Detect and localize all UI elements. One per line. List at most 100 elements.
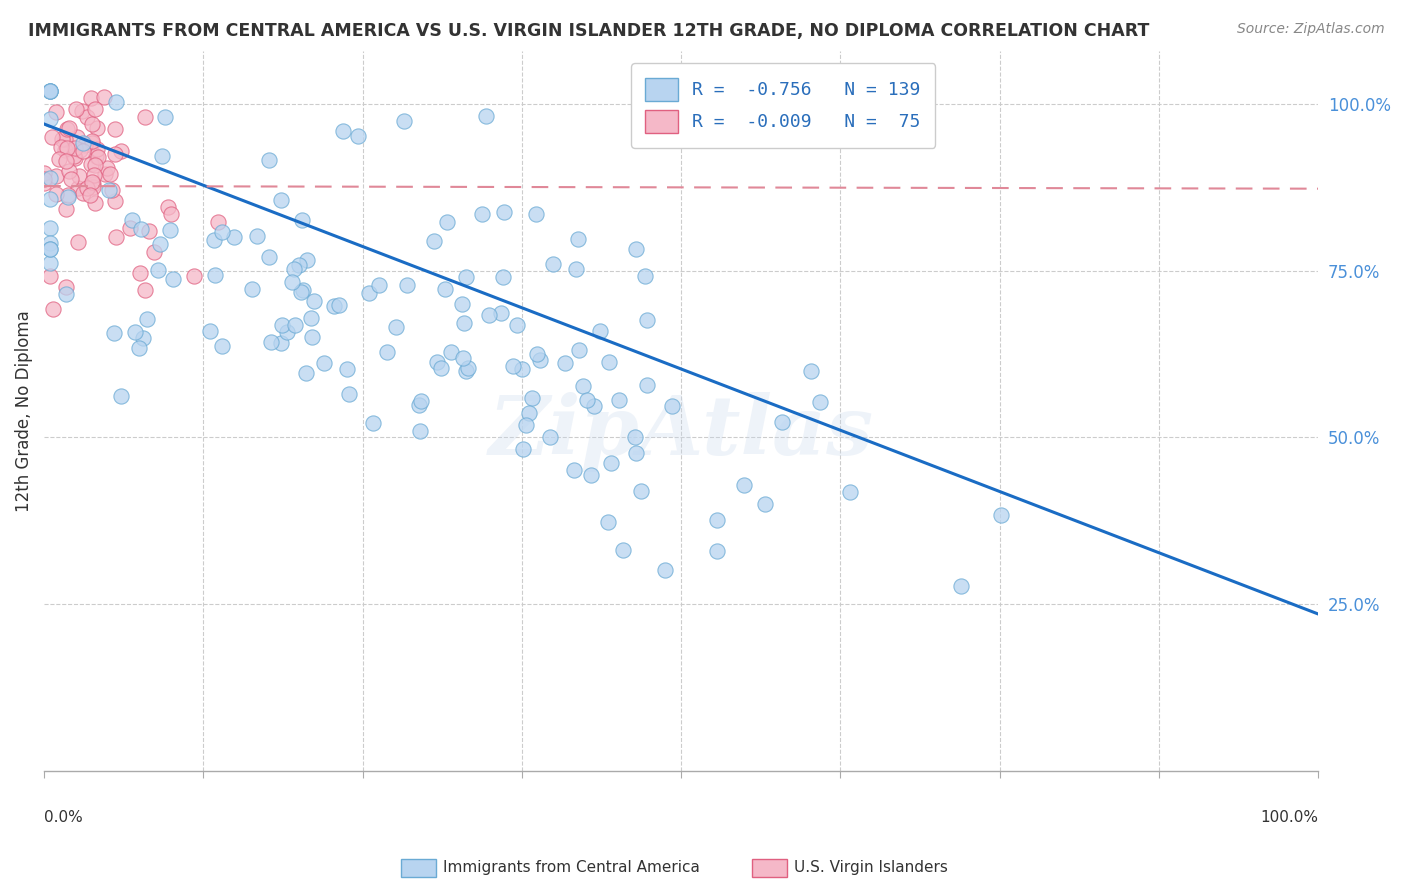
- Point: [72, 136, 94, 150]
- Point: [45, 187, 67, 202]
- Point: [636, 313, 658, 327]
- Point: [39, 170, 62, 185]
- Point: [302, 294, 325, 309]
- Point: [565, 262, 588, 277]
- Point: [138, 224, 160, 238]
- Point: [576, 393, 599, 408]
- Point: [280, 275, 302, 289]
- Point: [211, 339, 233, 353]
- Point: [440, 345, 463, 359]
- Point: [63, 151, 86, 165]
- Point: [589, 324, 612, 338]
- Point: [103, 326, 125, 340]
- Point: [800, 363, 823, 377]
- Point: [494, 205, 516, 219]
- Point: [808, 395, 831, 409]
- Point: [160, 207, 183, 221]
- Point: [86, 149, 108, 163]
- Point: [492, 270, 515, 285]
- Point: [84, 102, 107, 116]
- Point: [612, 543, 634, 558]
- Point: [572, 378, 595, 392]
- Point: [73, 137, 96, 152]
- Point: [39, 242, 62, 256]
- Point: [706, 513, 728, 527]
- Point: [301, 330, 323, 344]
- Point: [337, 386, 360, 401]
- Point: [367, 278, 389, 293]
- Point: [430, 361, 453, 376]
- Point: [284, 318, 307, 332]
- Point: [295, 366, 318, 380]
- Point: [346, 129, 368, 144]
- Point: [270, 336, 292, 351]
- Point: [529, 353, 551, 368]
- Point: [58, 164, 80, 178]
- Point: [105, 95, 128, 109]
- Point: [290, 285, 312, 300]
- Point: [66, 181, 89, 195]
- Point: [242, 282, 264, 296]
- Point: [55, 153, 77, 168]
- Point: [63, 141, 86, 155]
- Point: [55, 202, 77, 216]
- Point: [624, 446, 647, 460]
- Point: [409, 394, 432, 409]
- Point: [80, 156, 103, 170]
- Point: [456, 270, 478, 285]
- Point: [260, 334, 283, 349]
- Point: [422, 234, 444, 248]
- Point: [246, 228, 269, 243]
- Point: [436, 214, 458, 228]
- Point: [82, 180, 104, 194]
- Point: [56, 121, 79, 136]
- Point: [336, 362, 359, 376]
- Point: [538, 429, 561, 443]
- Point: [80, 134, 103, 148]
- Point: [426, 354, 449, 368]
- Point: [322, 299, 344, 313]
- Point: [312, 356, 335, 370]
- Point: [118, 220, 141, 235]
- Point: [38, 268, 60, 283]
- Point: [110, 144, 132, 158]
- Point: [754, 497, 776, 511]
- Point: [93, 90, 115, 104]
- Point: [990, 508, 1012, 522]
- Point: [134, 283, 156, 297]
- Point: [129, 266, 152, 280]
- Point: [451, 351, 474, 366]
- Point: [51, 131, 73, 145]
- Point: [80, 136, 103, 150]
- Point: [53, 143, 76, 157]
- Text: IMMIGRANTS FROM CENTRAL AMERICA VS U.S. VIRGIN ISLANDER 12TH GRADE, NO DIPLOMA C: IMMIGRANTS FROM CENTRAL AMERICA VS U.S. …: [28, 22, 1150, 40]
- Point: [104, 121, 127, 136]
- Point: [104, 229, 127, 244]
- Text: 100.0%: 100.0%: [1260, 810, 1319, 825]
- Point: [517, 407, 540, 421]
- Point: [562, 462, 585, 476]
- Point: [146, 262, 169, 277]
- Point: [124, 326, 146, 340]
- Point: [39, 192, 62, 206]
- Point: [39, 220, 62, 235]
- Point: [72, 145, 94, 159]
- Point: [299, 311, 322, 326]
- Text: 0.0%: 0.0%: [44, 810, 83, 825]
- Point: [630, 483, 652, 498]
- Point: [328, 298, 350, 312]
- Point: [332, 124, 354, 138]
- Point: [101, 183, 124, 197]
- Point: [136, 311, 159, 326]
- Point: [51, 140, 73, 154]
- Point: [39, 84, 62, 98]
- Point: [149, 236, 172, 251]
- Point: [159, 223, 181, 237]
- Point: [207, 215, 229, 229]
- Point: [600, 456, 623, 470]
- Point: [475, 109, 498, 123]
- Point: [661, 399, 683, 413]
- Point: [283, 261, 305, 276]
- Point: [183, 268, 205, 283]
- Point: [39, 84, 62, 98]
